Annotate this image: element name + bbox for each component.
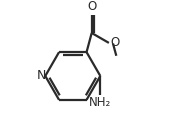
Text: O: O xyxy=(87,0,96,13)
Text: N: N xyxy=(37,69,46,82)
Text: NH₂: NH₂ xyxy=(89,96,112,109)
Text: O: O xyxy=(110,36,119,49)
